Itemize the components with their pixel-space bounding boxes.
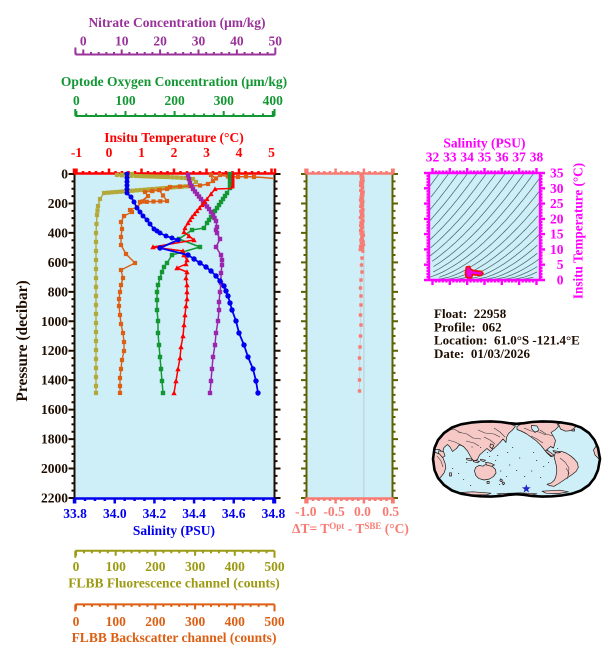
svg-text:0.0: 0.0 bbox=[354, 504, 371, 519]
svg-text:15: 15 bbox=[550, 227, 564, 242]
svg-text:Nitrate Concentration (μm/kg): Nitrate Concentration (μm/kg) bbox=[88, 15, 265, 30]
svg-text:2000: 2000 bbox=[41, 461, 68, 476]
svg-text:30: 30 bbox=[550, 181, 564, 196]
svg-text:1400: 1400 bbox=[41, 373, 68, 388]
svg-text:0: 0 bbox=[106, 145, 113, 160]
svg-text:Salinity (PSU): Salinity (PSU) bbox=[133, 523, 215, 538]
svg-text:0: 0 bbox=[80, 33, 87, 48]
svg-text:25: 25 bbox=[550, 196, 564, 211]
svg-text:300: 300 bbox=[185, 559, 206, 574]
svg-text:50: 50 bbox=[269, 33, 283, 48]
svg-text:2200: 2200 bbox=[41, 491, 68, 506]
svg-text:Profile: 062: Profile: 062 bbox=[434, 319, 502, 334]
svg-text:30: 30 bbox=[192, 33, 206, 48]
svg-text:3: 3 bbox=[203, 145, 210, 160]
svg-text:4: 4 bbox=[236, 145, 243, 160]
svg-text:20: 20 bbox=[153, 33, 167, 48]
svg-text:400: 400 bbox=[225, 559, 246, 574]
svg-text:0: 0 bbox=[557, 273, 564, 288]
svg-text:2: 2 bbox=[171, 145, 178, 160]
svg-text:Date: 01/03/2026: Date: 01/03/2026 bbox=[434, 346, 531, 361]
svg-text:-0.5: -0.5 bbox=[323, 504, 345, 519]
svg-text:34.8: 34.8 bbox=[262, 506, 286, 521]
svg-text:0: 0 bbox=[61, 167, 68, 182]
svg-text:Salinity (PSU): Salinity (PSU) bbox=[443, 136, 525, 151]
svg-text:-1: -1 bbox=[71, 145, 82, 160]
svg-text:400: 400 bbox=[225, 614, 246, 629]
svg-text:34: 34 bbox=[460, 150, 474, 165]
svg-text:100: 100 bbox=[115, 93, 136, 108]
svg-text:33: 33 bbox=[443, 150, 457, 165]
svg-text:35: 35 bbox=[478, 150, 492, 165]
svg-text:500: 500 bbox=[264, 614, 285, 629]
svg-text:Insitu Temperature (°C): Insitu Temperature (°C) bbox=[571, 163, 586, 299]
svg-text:34.6: 34.6 bbox=[222, 506, 246, 521]
svg-text:300: 300 bbox=[185, 614, 206, 629]
svg-text:1600: 1600 bbox=[41, 402, 68, 417]
svg-text:800: 800 bbox=[48, 284, 69, 299]
svg-text:400: 400 bbox=[263, 93, 284, 108]
svg-text:1800: 1800 bbox=[41, 432, 68, 447]
svg-text:34.0: 34.0 bbox=[103, 506, 127, 521]
svg-text:FLBB Backscatter channel (coun: FLBB Backscatter channel (counts) bbox=[72, 630, 277, 645]
svg-text:100: 100 bbox=[106, 559, 127, 574]
svg-text:37: 37 bbox=[512, 150, 526, 165]
svg-text:ΔT= TOpt - TSBE (°C): ΔT= TOpt - TSBE (°C) bbox=[292, 521, 409, 536]
svg-text:20: 20 bbox=[550, 211, 564, 226]
svg-text:5: 5 bbox=[268, 145, 275, 160]
svg-text:200: 200 bbox=[145, 559, 166, 574]
svg-text:FLBB Fluorescence channel (cou: FLBB Fluorescence channel (counts) bbox=[68, 576, 280, 591]
svg-text:35: 35 bbox=[550, 166, 564, 181]
svg-text:Insitu Temperature (°C): Insitu Temperature (°C) bbox=[104, 130, 243, 145]
svg-text:0: 0 bbox=[73, 93, 80, 108]
svg-text:10: 10 bbox=[115, 33, 129, 48]
svg-text:34.4: 34.4 bbox=[182, 506, 206, 521]
svg-text:0: 0 bbox=[73, 614, 80, 629]
svg-text:0.5: 0.5 bbox=[382, 504, 399, 519]
svg-text:Pressure (decibar): Pressure (decibar) bbox=[14, 280, 31, 401]
svg-text:300: 300 bbox=[214, 93, 235, 108]
svg-text:Location: 61.0°S -121.4°E: Location: 61.0°S -121.4°E bbox=[434, 333, 580, 348]
svg-text:Float: 22958: Float: 22958 bbox=[434, 306, 507, 321]
svg-text:Optode Oxygen Concentration (μ: Optode Oxygen Concentration (μm/kg) bbox=[61, 74, 287, 89]
svg-text:10: 10 bbox=[550, 242, 564, 257]
svg-text:38: 38 bbox=[530, 150, 544, 165]
svg-text:33.8: 33.8 bbox=[63, 506, 87, 521]
svg-text:1000: 1000 bbox=[41, 314, 68, 329]
svg-text:200: 200 bbox=[48, 196, 69, 211]
svg-text:200: 200 bbox=[145, 614, 166, 629]
svg-text:5: 5 bbox=[557, 257, 564, 272]
svg-text:32: 32 bbox=[426, 150, 440, 165]
svg-text:200: 200 bbox=[164, 93, 185, 108]
svg-text:1: 1 bbox=[138, 145, 145, 160]
svg-text:1200: 1200 bbox=[41, 343, 68, 358]
svg-text:100: 100 bbox=[106, 614, 127, 629]
svg-text:36: 36 bbox=[495, 150, 509, 165]
svg-text:34.2: 34.2 bbox=[143, 506, 167, 521]
svg-text:-1.0: -1.0 bbox=[295, 504, 317, 519]
svg-text:400: 400 bbox=[48, 225, 69, 240]
svg-text:600: 600 bbox=[48, 255, 69, 270]
svg-text:500: 500 bbox=[264, 559, 285, 574]
svg-text:40: 40 bbox=[230, 33, 244, 48]
svg-text:0: 0 bbox=[73, 559, 80, 574]
